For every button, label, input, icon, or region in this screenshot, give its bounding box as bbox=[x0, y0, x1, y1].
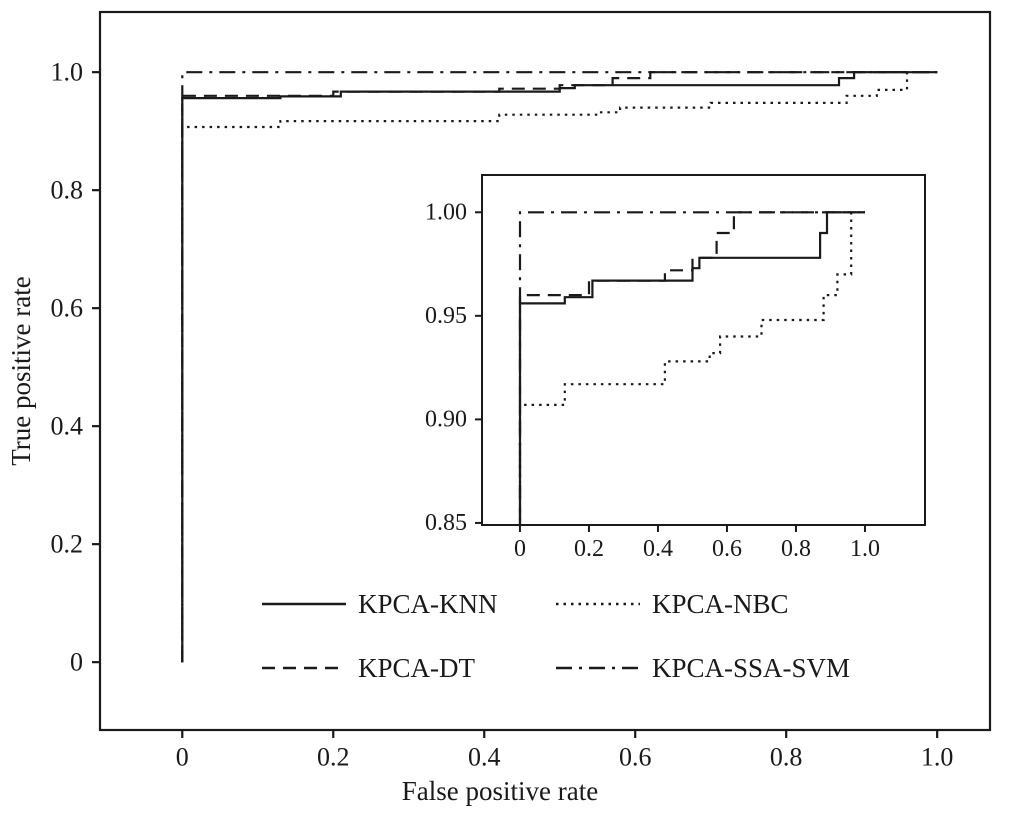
main-ytick-label: 0.4 bbox=[51, 412, 84, 441]
inset-series-kpca-dt bbox=[518, 211, 865, 525]
main-ytick-label: 0 bbox=[70, 648, 83, 677]
main-series-group bbox=[181, 71, 938, 663]
y-axis-label: True positive rate bbox=[6, 276, 36, 465]
legend-label: KPCA-KNN bbox=[358, 589, 498, 619]
main-xtick-label: 1.0 bbox=[921, 742, 954, 771]
main-ytick-label: 0.6 bbox=[51, 294, 84, 323]
legend-label: KPCA-NBC bbox=[652, 589, 789, 619]
inset-series-kpca-nbc bbox=[518, 211, 865, 525]
legend-label: KPCA-DT bbox=[358, 653, 476, 683]
legend-item-kpca-nbc: KPCA-NBC bbox=[556, 589, 789, 619]
main-series-kpca-ssa-svm bbox=[181, 71, 938, 663]
inset-ytick-label: 0.90 bbox=[425, 406, 467, 432]
main-xtick-label: 0.8 bbox=[770, 742, 803, 771]
main-series-kpca-nbc bbox=[181, 71, 938, 663]
inset-series-kpca-ssa-svm bbox=[518, 211, 865, 525]
inset-xtick-label: 0.6 bbox=[712, 536, 742, 562]
legend-item-kpca-knn: KPCA-KNN bbox=[262, 589, 498, 619]
inset-ytick-label: 0.85 bbox=[425, 510, 467, 536]
main-ytick-label: 0.8 bbox=[51, 176, 84, 205]
main-series-kpca-dt bbox=[181, 71, 938, 663]
inset-ytick-label: 1.00 bbox=[425, 199, 467, 225]
main-frame bbox=[98, 10, 992, 732]
main-xtick-label: 0.2 bbox=[317, 742, 350, 771]
main-xtick-label: 0.4 bbox=[468, 742, 501, 771]
inset-series-group bbox=[518, 211, 865, 525]
legend-label: KPCA-SSA-SVM bbox=[652, 653, 850, 683]
main-xtick-label: 0.6 bbox=[619, 742, 652, 771]
main-xtick-label: 0 bbox=[176, 742, 189, 771]
inset-frame bbox=[481, 174, 926, 526]
inset-ytick-label: 0.95 bbox=[425, 303, 467, 329]
inset-xtick-label: 0 bbox=[514, 536, 526, 562]
inset-xtick-label: 1.0 bbox=[850, 536, 880, 562]
inset-plot-area bbox=[482, 175, 925, 525]
inset-xtick-label: 0.4 bbox=[643, 536, 673, 562]
inset-xtick-label: 0.2 bbox=[574, 536, 604, 562]
main-ytick-label: 0.2 bbox=[51, 530, 84, 559]
x-axis-label: False positive rate bbox=[402, 776, 598, 806]
inset-axes: 0 0.2 0.4 0.6 0.8 1.0 0.85 0.90 0.95 1.00 bbox=[425, 174, 926, 562]
inset-xtick-label: 0.8 bbox=[781, 536, 811, 562]
legend: KPCA-KNN KPCA-NBC KPCA-DT KPCA-SSA-SVM bbox=[262, 589, 850, 683]
legend-item-kpca-ssa-svm: KPCA-SSA-SVM bbox=[556, 653, 850, 683]
legend-item-kpca-dt: KPCA-DT bbox=[262, 653, 476, 683]
main-ytick-label: 1.0 bbox=[51, 58, 84, 87]
